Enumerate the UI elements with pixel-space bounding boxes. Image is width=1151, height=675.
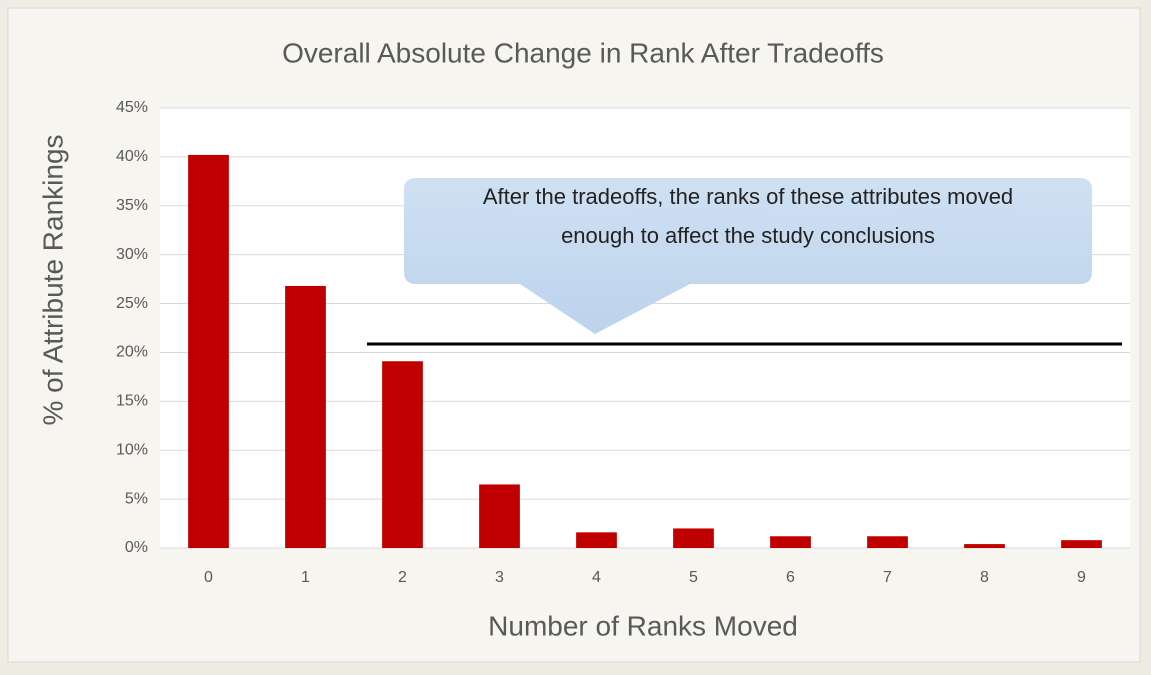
bar (964, 544, 1005, 548)
x-tick-label: 7 (883, 569, 892, 586)
y-tick-label: 5% (125, 490, 148, 507)
chart-title: Overall Absolute Change in Rank After Tr… (282, 37, 884, 68)
x-axis-title: Number of Ranks Moved (488, 610, 798, 641)
y-tick-label: 40% (116, 148, 148, 165)
bar (770, 536, 811, 548)
bar (576, 532, 617, 548)
y-tick-label: 0% (125, 539, 148, 556)
callout-text: After the tradeoffs, the ranks of these … (483, 184, 1013, 209)
x-tick-label: 5 (689, 569, 698, 586)
bar (867, 536, 908, 548)
x-tick-label: 1 (301, 569, 310, 586)
bar (673, 528, 714, 548)
callout (404, 178, 1092, 334)
bar (479, 484, 520, 548)
callout-text: enough to affect the study conclusions (561, 223, 935, 248)
y-tick-label: 45% (116, 99, 148, 116)
x-tick-label: 8 (980, 569, 989, 586)
bar (1061, 540, 1102, 548)
bar (188, 154, 229, 548)
bar (285, 285, 326, 548)
y-axis-title: % of Attribute Rankings (37, 134, 68, 425)
x-tick-label: 6 (786, 569, 795, 586)
y-tick-label: 15% (116, 393, 148, 410)
x-tick-label: 4 (592, 569, 601, 586)
y-tick-label: 35% (116, 197, 148, 214)
bar (382, 361, 423, 548)
x-tick-label: 0 (204, 569, 213, 586)
y-tick-label: 20% (116, 344, 148, 361)
x-tick-label: 3 (495, 569, 504, 586)
x-tick-label: 2 (398, 569, 407, 586)
y-tick-label: 25% (116, 295, 148, 312)
x-tick-label: 9 (1077, 569, 1086, 586)
y-tick-label: 30% (116, 246, 148, 263)
y-tick-label: 10% (116, 441, 148, 458)
